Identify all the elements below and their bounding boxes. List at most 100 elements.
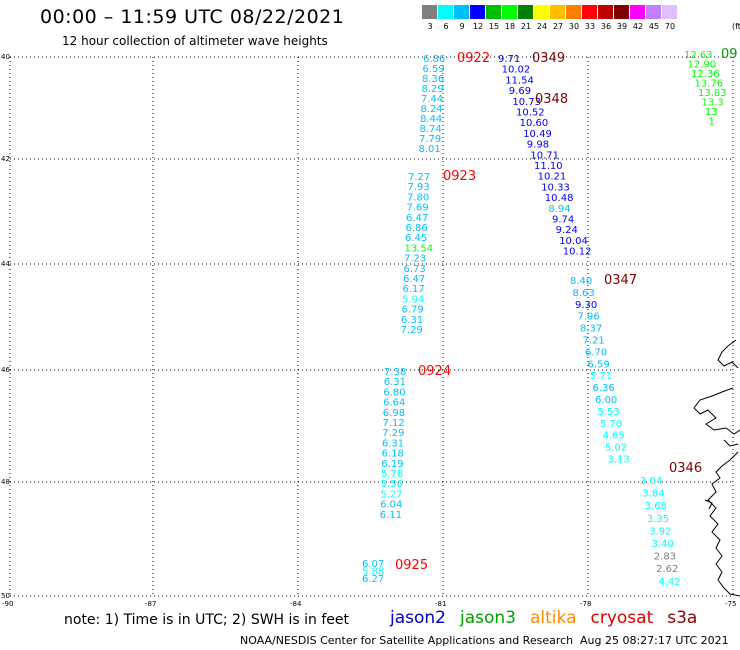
note-text: note: 1) Time is in UTC; 2) SWH is in fe… bbox=[64, 612, 350, 628]
legend-swatch bbox=[486, 5, 502, 19]
map-subtitle: 12 hour collection of altimeter wave hei… bbox=[62, 34, 328, 48]
satellite-legend: jason2 jason3 altika cryosat s3a bbox=[390, 608, 711, 628]
legend-swatch bbox=[422, 5, 438, 19]
satellite-altika: altika bbox=[530, 608, 577, 628]
wave-height-value: 3.68 bbox=[645, 501, 667, 512]
satellite-cryosat: cryosat bbox=[590, 608, 654, 628]
coastline-segment bbox=[704, 499, 713, 510]
coastline-segment bbox=[723, 439, 739, 447]
axis-labels: 40 42 44 46 48 50-90 -87 -84 -81 -78 -75 bbox=[1, 53, 736, 608]
wave-height-value: 10.48 bbox=[545, 193, 574, 204]
wave-height-value: 9.98 bbox=[527, 140, 549, 151]
pass-time-label: 0922 bbox=[457, 51, 490, 66]
wave-height-value: 13.76 bbox=[695, 79, 724, 90]
wave-height-value: 10.04 bbox=[559, 236, 588, 247]
wave-height-value: 3.40 bbox=[652, 539, 674, 550]
wave-height-value: 2.83 bbox=[654, 552, 676, 563]
wave-height-value: 5.78 bbox=[381, 469, 403, 480]
wave-height-value: 7.23 bbox=[404, 254, 426, 265]
coastline-segment bbox=[707, 451, 740, 597]
pass-time-label: 09 bbox=[721, 47, 738, 62]
map-title: 00:00 – 11:59 UTC 08/22/2021 bbox=[40, 6, 345, 28]
wave-height-value: 9.69 bbox=[509, 86, 531, 97]
coastline-segment bbox=[717, 339, 739, 369]
legend-label: 70 bbox=[664, 22, 676, 31]
wave-height-value: 3.35 bbox=[647, 514, 669, 525]
wave-height-value: 10.71 bbox=[530, 150, 559, 161]
satellite-s3a: s3a bbox=[667, 608, 698, 628]
wave-height-value: 9.30 bbox=[575, 300, 597, 311]
lat-label: 50 bbox=[1, 592, 10, 600]
wave-height-value: 7.44 bbox=[421, 94, 443, 105]
track-0923: 7.277.937.807.696.476.866.4513.547.236.7… bbox=[401, 169, 477, 336]
wave-height-value: 7.80 bbox=[407, 192, 429, 203]
legend-swatch bbox=[470, 5, 486, 19]
wave-height-value: 4.65 bbox=[603, 431, 625, 442]
legend-label: 21 bbox=[520, 22, 532, 31]
satellite-jason2: jason2 bbox=[390, 608, 446, 628]
wave-height-value: 5.27 bbox=[380, 489, 402, 500]
legend-label: 45 bbox=[648, 22, 660, 31]
wave-height-value: 10.02 bbox=[502, 65, 531, 76]
wave-height-value: 3.13 bbox=[608, 455, 630, 466]
wave-height-value: 7.29 bbox=[382, 428, 404, 439]
legend-swatch bbox=[550, 5, 566, 19]
legend-label: 3 bbox=[427, 22, 433, 31]
wave-height-value: 8.44 bbox=[420, 114, 442, 125]
wave-height-value: 5.71 bbox=[590, 371, 612, 382]
lon-label: -81 bbox=[435, 600, 446, 608]
lon-label: -84 bbox=[290, 600, 302, 608]
wave-height-value: 10.52 bbox=[516, 108, 545, 119]
legend-swatches bbox=[422, 5, 678, 19]
legend-label: 27 bbox=[552, 22, 564, 31]
wave-height-value: 8.94 bbox=[548, 204, 570, 215]
legend-label: 9 bbox=[459, 22, 465, 31]
wave-height-value: 6.45 bbox=[405, 233, 427, 244]
wave-height-value: 5.88 bbox=[362, 567, 384, 578]
wave-height-value: 7.69 bbox=[407, 203, 429, 214]
wave-height-value: 6.59 bbox=[588, 359, 610, 370]
wave-height-value: 8.37 bbox=[580, 324, 602, 335]
wave-height-value: 6.31 bbox=[401, 315, 423, 326]
lat-label: 44 bbox=[1, 260, 10, 268]
legend-swatch bbox=[662, 5, 678, 19]
wave-height-value: 6.98 bbox=[383, 408, 405, 419]
wave-height-value: 12.90 bbox=[688, 60, 717, 71]
wave-height-value: 6.70 bbox=[585, 347, 607, 358]
lat-label: 48 bbox=[1, 478, 10, 486]
wave-height-value: 13.83 bbox=[698, 88, 727, 99]
wave-height-value: 8.40 bbox=[570, 276, 592, 287]
wave-height-value: 6.27 bbox=[362, 574, 384, 585]
wave-height-value: 6.64 bbox=[383, 398, 405, 409]
legend-swatch bbox=[438, 5, 454, 19]
legend-labels: 3 6 9 12 15 18 21 24 27 30 33 36 39 42 45 70 bbox=[422, 19, 678, 31]
lat-label: 40 bbox=[1, 53, 10, 61]
lat-label: 46 bbox=[1, 366, 10, 374]
legend-label: 42 bbox=[632, 22, 644, 31]
legend-label: 39 bbox=[616, 22, 628, 31]
wave-height-value: 6.59 bbox=[423, 64, 445, 75]
wave-height-value: 13.3 bbox=[702, 98, 724, 109]
legend-unit: (ft) bbox=[732, 22, 740, 31]
wave-height-value: 10.49 bbox=[523, 129, 552, 140]
wave-height-value: 6.47 bbox=[403, 274, 425, 285]
track-0348: 0348 bbox=[535, 92, 568, 107]
wave-height-value: 3.04 bbox=[640, 476, 662, 487]
wave-height-value: 10.73 bbox=[512, 97, 541, 108]
legend-swatch bbox=[582, 5, 598, 19]
wave-height-value: 8.01 bbox=[419, 144, 441, 155]
track-0925: 6.075.886.27 0925 bbox=[362, 558, 428, 585]
wave-height-value: 10.12 bbox=[563, 247, 592, 258]
legend-swatch bbox=[502, 5, 518, 19]
legend-swatch bbox=[614, 5, 630, 19]
legend-swatch bbox=[534, 5, 550, 19]
lon-label: -78 bbox=[580, 600, 591, 608]
wave-height-value: 6.18 bbox=[382, 449, 404, 460]
wave-height-value: 6.17 bbox=[403, 284, 425, 295]
wave-height-value: 11.54 bbox=[505, 75, 534, 86]
wave-height-value: 8.74 bbox=[420, 124, 442, 135]
satellite-jason3: jason3 bbox=[460, 608, 516, 628]
wave-height-value: 6.31 bbox=[382, 438, 404, 449]
track-0347: 8.408.639.307.968.377.216.706.595.716.36… bbox=[570, 273, 637, 466]
wave-height-value: 6.73 bbox=[404, 264, 426, 275]
